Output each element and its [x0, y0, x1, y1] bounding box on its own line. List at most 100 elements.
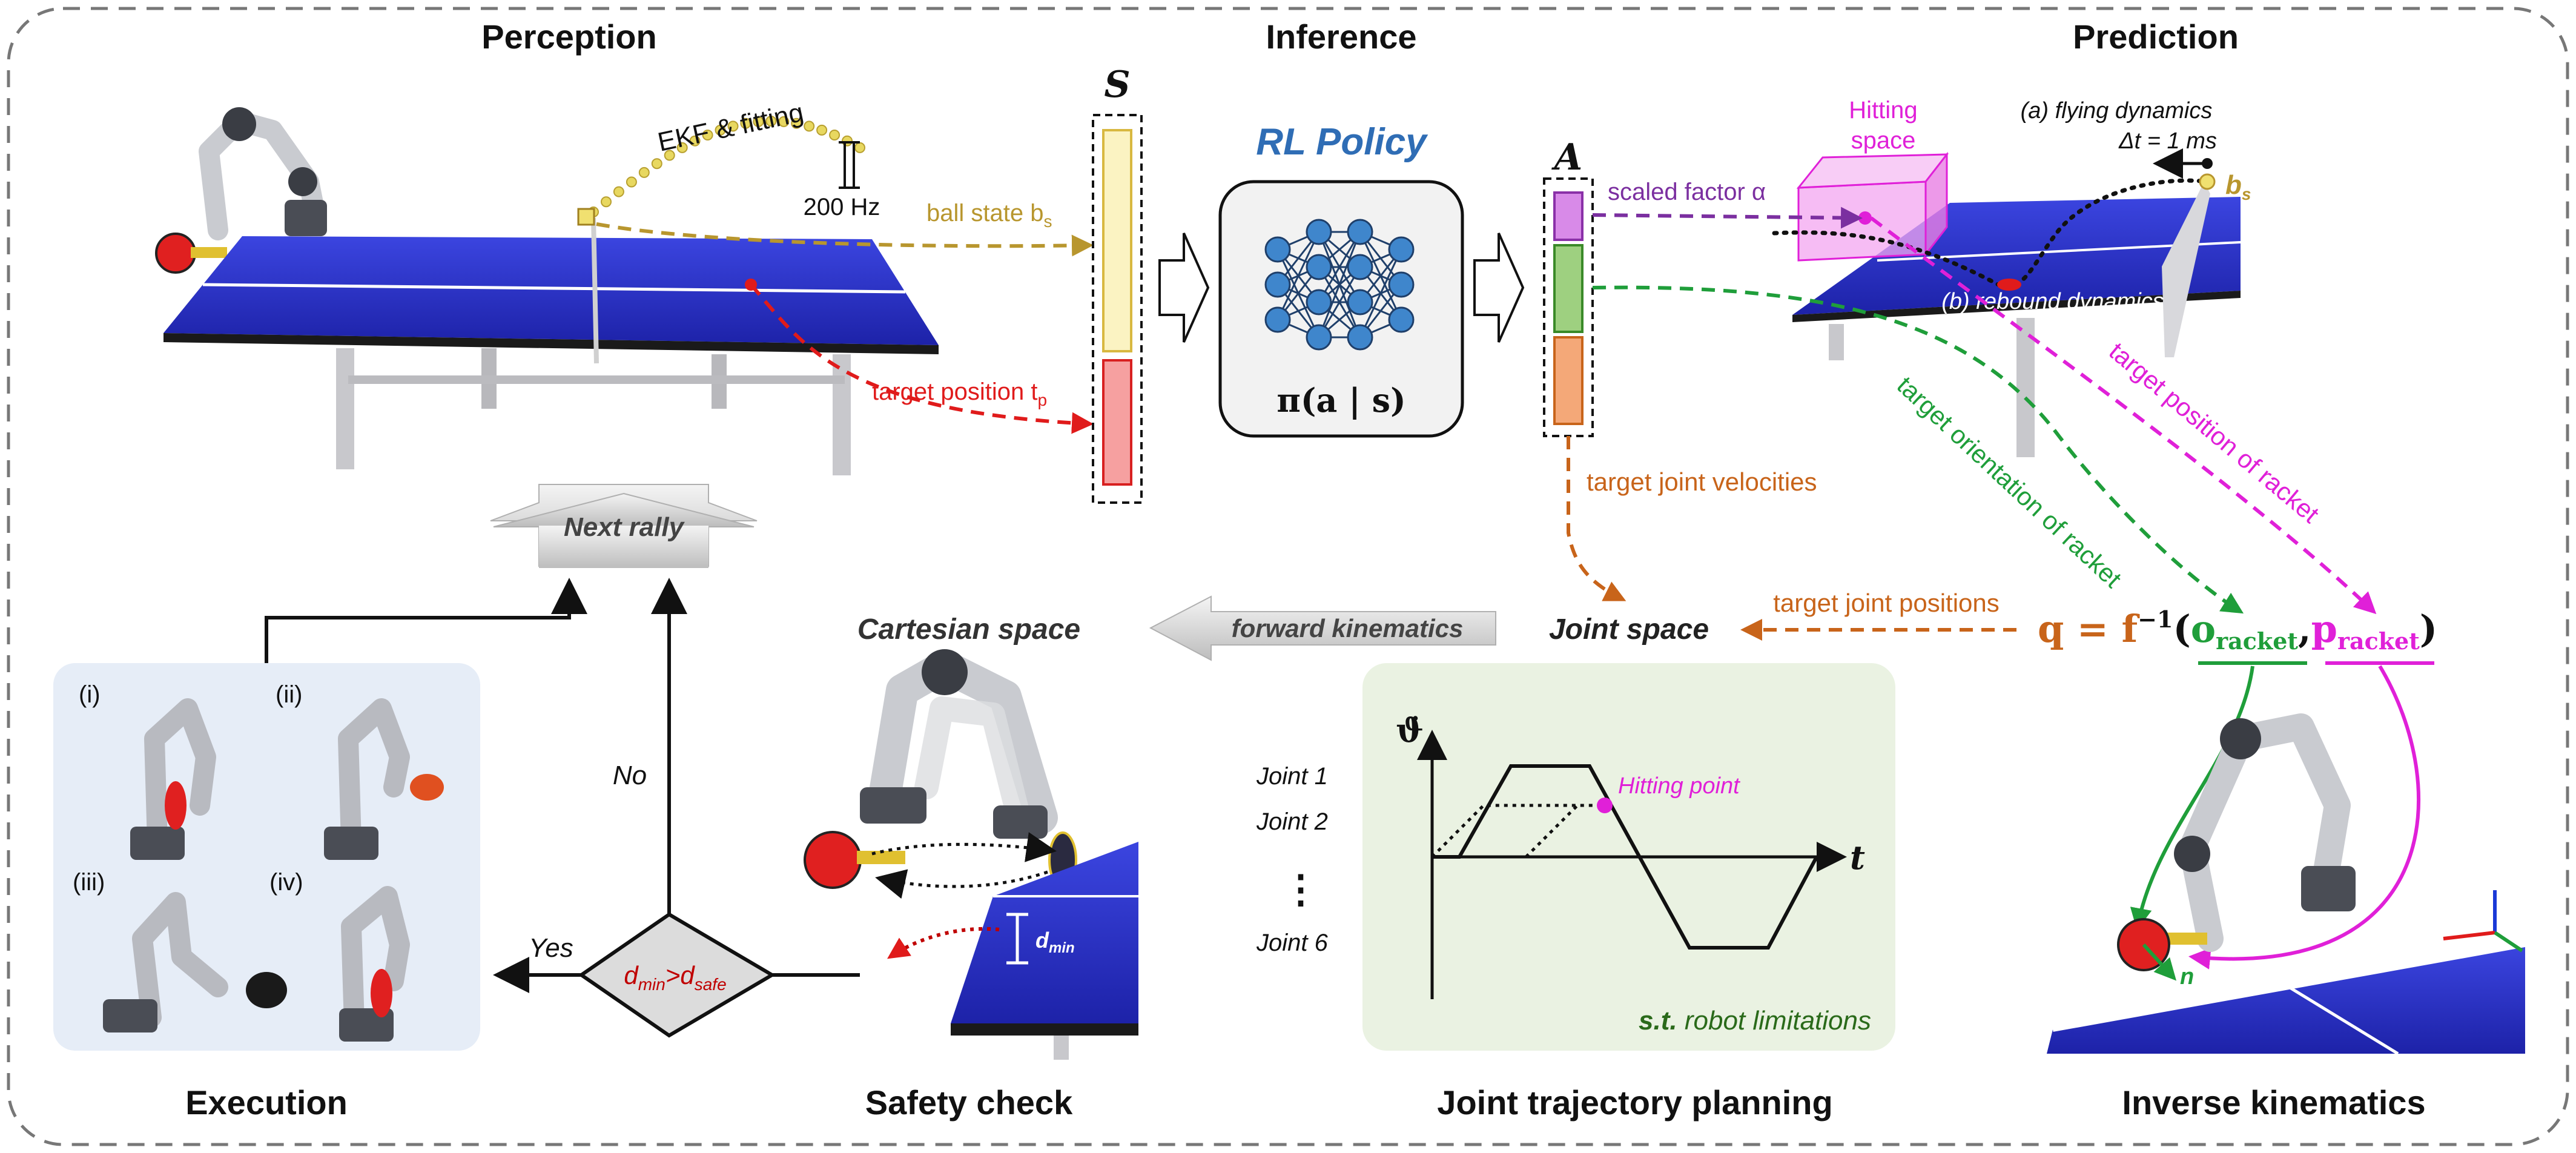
decision-diamond	[578, 912, 776, 1038]
dmin-marker	[1006, 913, 1028, 965]
trajectory-dot	[765, 116, 777, 127]
trajectory-dot	[791, 117, 802, 129]
trajectory-dot	[664, 150, 675, 161]
joint-velocities-label: target joint velocities	[1587, 467, 1817, 496]
ik-table-corner	[2047, 942, 2526, 1056]
trajectory-dot	[727, 121, 739, 132]
action-segment-velocity	[1553, 336, 1584, 425]
nn-node	[1388, 236, 1415, 263]
nn-node	[1264, 306, 1291, 333]
ekf-fitting-label: EKF & fitting	[655, 97, 806, 157]
ik-magenta-curve	[2188, 665, 2420, 970]
action-segment-orientation	[1553, 244, 1584, 333]
section-title-inverse-kinematics: Inverse kinematics	[2122, 1083, 2425, 1122]
delta-t-label: Δt = 1 ms	[2118, 128, 2217, 154]
joint-2-label: Joint 2	[1256, 808, 1328, 835]
flow-arrow-state-to-policy	[1158, 233, 1210, 343]
trajectory-dot	[854, 142, 865, 153]
nn-edge	[1318, 266, 1361, 338]
motion-arrow-left	[875, 869, 1048, 899]
hitting-point-marker	[1858, 211, 1872, 225]
target-position-label: target position tp	[872, 378, 1047, 409]
perception-table	[163, 217, 939, 475]
ik-formula: q = f−1(oracket,pracket)	[2038, 606, 2437, 655]
policy-title: RL Policy	[1256, 121, 1428, 163]
target-joint-positions-label: target joint positions	[1773, 589, 2000, 617]
nn-edge	[1276, 231, 1320, 320]
forward-kinematics-label: forward kinematics	[1232, 614, 1464, 643]
joint-space-title: Joint space	[1549, 613, 1709, 646]
safety-table-corner	[951, 842, 1138, 1060]
nn-edge	[1318, 231, 1361, 338]
execution-robot-i	[130, 698, 216, 860]
rate-marker	[839, 141, 860, 189]
section-title-joint-trajectory-planning: Joint trajectory planning	[1437, 1083, 1832, 1122]
nn-node	[1306, 289, 1332, 316]
ik-robot-arm	[2117, 713, 2356, 971]
predicted-ball-trajectory	[1772, 178, 2210, 289]
execution-robot-iv	[339, 886, 410, 1042]
state-vector-frame	[1092, 114, 1143, 504]
hitting-point-dot	[1597, 798, 1613, 813]
planning-x-axis-label: t	[1850, 838, 1865, 877]
ball-state-label: ball state bs	[926, 200, 1052, 231]
ik-green-curve	[2130, 666, 2254, 930]
joint-6-label: Joint 6	[1256, 930, 1329, 956]
trajectory-dot	[740, 117, 751, 129]
section-title-prediction: Prediction	[2073, 18, 2239, 56]
flying-dynamics-label: (a) flying dynamics	[2021, 98, 2213, 124]
ball-state-arrow	[596, 222, 1094, 257]
joint-1-label: Joint 1	[1256, 763, 1328, 790]
trajectory-dot	[778, 116, 790, 127]
joint-profile-dotted-1	[1431, 804, 1605, 858]
current-ball-marker	[2199, 173, 2216, 190]
trajectory-dot	[689, 135, 701, 147]
trajectory-dot	[613, 186, 624, 197]
nn-node	[1347, 324, 1373, 351]
execution-label-iii: (iii)	[73, 869, 105, 896]
execution-robot-iii	[103, 892, 287, 1032]
motion-arrow-right	[871, 832, 1057, 862]
racket-normal-arrow	[2142, 943, 2177, 981]
nn-node	[1306, 254, 1332, 280]
trajectory-dot	[651, 158, 662, 170]
target-orientation-label: target orientation of racket	[1892, 371, 2127, 593]
section-title-execution: Execution	[185, 1083, 348, 1122]
outer-frame	[7, 7, 2569, 1146]
state-segment-ball	[1102, 129, 1132, 352]
hitting-space-label-1: Hitting	[1849, 97, 1917, 124]
rebound-dynamics-label: (b) rebound dynamics	[1941, 289, 2164, 314]
forward-kinematics-arrow	[1149, 595, 1496, 661]
yes-label: Yes	[529, 933, 573, 963]
execution-to-next-rally-line	[265, 578, 587, 663]
nn-node	[1264, 236, 1291, 263]
dmin-label: dmin	[1035, 928, 1075, 956]
flow-arrow-policy-to-action	[1473, 233, 1525, 343]
neural-network-icon	[1264, 219, 1415, 351]
next-rally-label: Next rally	[564, 512, 685, 542]
world-axes-icon	[2443, 890, 2523, 953]
policy-formula: π(a | s)	[1276, 381, 1405, 420]
nn-edge	[1318, 231, 1361, 303]
nn-node	[1388, 306, 1415, 333]
delta-t-dot	[2202, 158, 2213, 169]
execution-label-ii: (ii)	[276, 681, 302, 708]
section-title-inference: Inference	[1266, 18, 1417, 56]
nn-node	[1306, 219, 1332, 245]
hitting-point-label: Hitting point	[1618, 773, 1740, 799]
trajectory-dot	[638, 167, 650, 178]
decision-condition: dmin>dsafe	[624, 961, 726, 994]
action-segment-scale	[1553, 191, 1584, 241]
trajectory-dot	[715, 124, 726, 136]
ball-state-symbol: bs	[2225, 170, 2251, 203]
scaled-factor-label: scaled factor α	[1608, 179, 1766, 205]
tracked-ball-marker	[577, 208, 595, 226]
joint-velocities-arrow	[1567, 436, 1627, 601]
next-rally-arrow-body	[539, 526, 708, 568]
safety-red-arrow	[887, 927, 1000, 959]
racket-normal-label: n	[2180, 964, 2194, 989]
action-symbol: A	[1551, 136, 1583, 179]
trajectory-dot	[829, 130, 841, 140]
hitting-space-cube	[1796, 151, 1949, 262]
trajectory-dot	[676, 142, 688, 153]
